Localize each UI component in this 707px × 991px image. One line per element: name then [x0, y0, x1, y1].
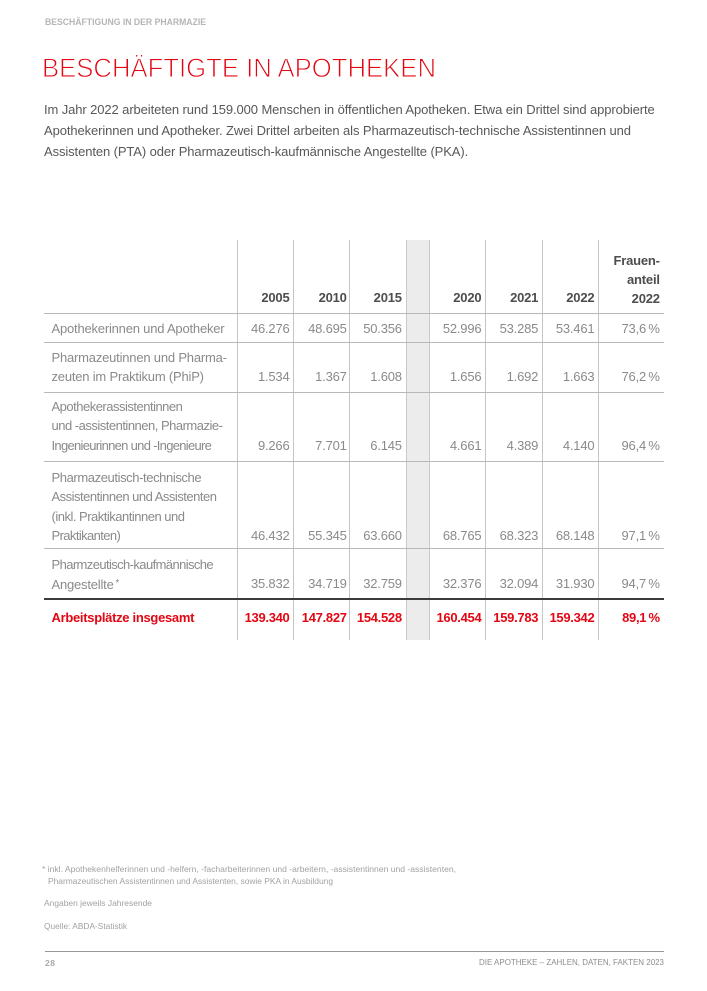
svg-text:BESCHÄFTIGTE IN APOTHEKEN: BESCHÄFTIGTE IN APOTHEKEN [42, 53, 436, 83]
svg-text:BESCHÄFTIGUNG IN DER PHARMAZIE: BESCHÄFTIGUNG IN DER PHARMAZIE [45, 17, 206, 27]
svg-text:DIE APOTHEKE – ZAHLEN, DATEN,: DIE APOTHEKE – ZAHLEN, DATEN, FAKTEN 202… [479, 958, 664, 967]
svg-text:Pharmazeutischen Assistentinne: Pharmazeutischen Assistentinnen und Assi… [48, 876, 333, 886]
svg-text:Angaben jeweils Jahresende: Angaben jeweils Jahresende [44, 898, 152, 908]
svg-text:* inkl. Apothekenhelferinnen u: * inkl. Apothekenhelferinnen und -helfer… [42, 864, 456, 874]
svg-text:Quelle: ABDA-Statistik: Quelle: ABDA-Statistik [44, 921, 128, 931]
